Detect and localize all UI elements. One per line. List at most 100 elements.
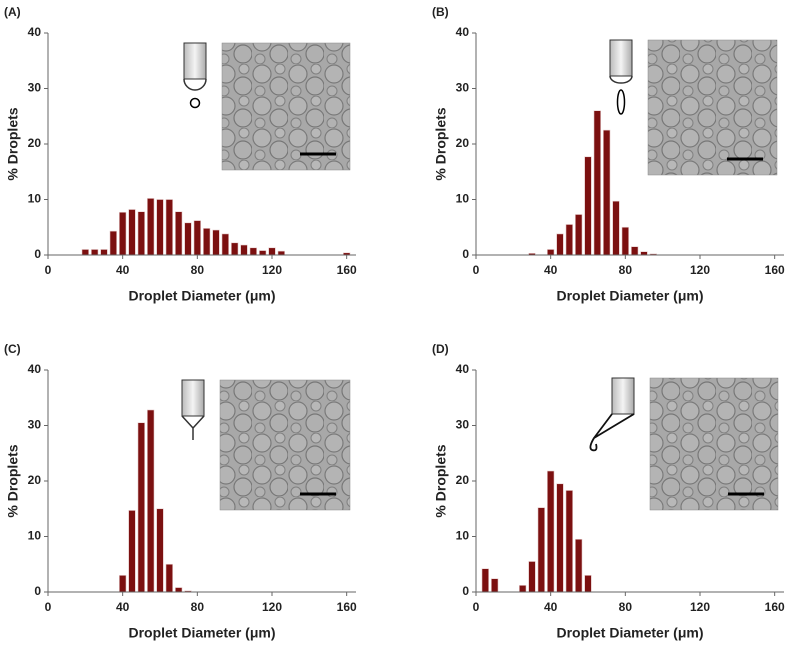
bar xyxy=(575,214,583,256)
bar xyxy=(128,209,136,256)
bar xyxy=(621,226,629,256)
bar xyxy=(175,211,183,256)
bar xyxy=(81,249,89,256)
bar xyxy=(612,200,620,256)
bar xyxy=(156,199,164,256)
x-tick-label: 80 xyxy=(191,263,205,277)
bar xyxy=(100,249,108,256)
bar xyxy=(481,568,489,593)
panel: (B) % Droplets Droplet Diameter (μm) 0 10 20 3… xyxy=(432,5,785,304)
y-axis-label: % Droplets xyxy=(5,107,21,180)
x-axis-label: Droplet Diameter (μm) xyxy=(128,625,275,641)
panel-label: (C) xyxy=(4,342,21,356)
bar xyxy=(119,211,127,256)
bar xyxy=(212,229,220,256)
bar xyxy=(519,585,527,593)
bar xyxy=(565,224,573,256)
y-tick-label: 40 xyxy=(28,362,42,376)
y-tick-label: 10 xyxy=(456,192,470,206)
panel: (C) % Droplets Droplet Diameter (μm) 0 10 20 3… xyxy=(4,342,357,641)
x-tick-label: 120 xyxy=(262,600,282,614)
y-tick-label: 40 xyxy=(456,25,470,39)
x-tick-label: 40 xyxy=(116,263,130,277)
bar xyxy=(268,247,276,256)
x-tick-label: 160 xyxy=(765,263,785,277)
x-axis-label: Droplet Diameter (μm) xyxy=(128,288,275,304)
nozzle xyxy=(183,42,207,80)
bar xyxy=(631,246,639,256)
y-tick-label: 20 xyxy=(456,473,470,487)
y-tick-label: 10 xyxy=(28,529,42,543)
y-tick-label: 30 xyxy=(456,81,470,95)
bar xyxy=(165,563,173,593)
x-tick-label: 120 xyxy=(262,263,282,277)
bar xyxy=(156,508,164,593)
nozzle-tip xyxy=(589,413,635,452)
nozzle-tip xyxy=(181,415,205,440)
x-tick-label: 0 xyxy=(45,600,52,614)
bar xyxy=(575,538,583,593)
bar xyxy=(556,233,564,256)
bar xyxy=(137,422,145,593)
y-tick-label: 0 xyxy=(462,584,469,598)
x-tick-label: 80 xyxy=(191,600,205,614)
droplet-icon xyxy=(189,97,201,109)
y-tick-label: 20 xyxy=(28,136,42,150)
inset-image xyxy=(219,379,351,511)
y-tick-label: 0 xyxy=(462,247,469,261)
nozzle xyxy=(609,39,633,77)
bar xyxy=(603,129,611,256)
bar xyxy=(203,228,211,256)
x-tick-label: 160 xyxy=(765,600,785,614)
x-tick-label: 40 xyxy=(544,600,558,614)
y-axis-label: % Droplets xyxy=(433,107,449,180)
bar xyxy=(491,578,499,593)
x-tick-label: 160 xyxy=(337,263,357,277)
inset-image xyxy=(221,42,351,171)
y-axis-label: % Droplets xyxy=(5,444,21,517)
bar xyxy=(128,510,136,593)
y-tick-label: 40 xyxy=(456,362,470,376)
x-tick-label: 120 xyxy=(690,263,710,277)
droplet-icon xyxy=(616,89,626,115)
y-tick-label: 0 xyxy=(34,584,41,598)
x-axis-label: Droplet Diameter (μm) xyxy=(556,288,703,304)
x-tick-label: 80 xyxy=(619,263,633,277)
y-tick-label: 40 xyxy=(28,25,42,39)
bar xyxy=(259,250,267,256)
panel-label: (A) xyxy=(4,5,21,19)
x-axis-label: Droplet Diameter (μm) xyxy=(556,625,703,641)
y-tick-label: 20 xyxy=(456,136,470,150)
bar xyxy=(137,211,145,256)
bar xyxy=(119,575,127,593)
panel: (A) % Droplets Droplet Diameter (μm) 0 10 20 3… xyxy=(4,5,357,304)
x-tick-label: 120 xyxy=(690,600,710,614)
x-tick-label: 0 xyxy=(45,263,52,277)
bar xyxy=(565,490,573,593)
bar xyxy=(91,249,99,256)
bar xyxy=(593,110,601,256)
bar xyxy=(147,409,155,593)
y-tick-label: 30 xyxy=(456,418,470,432)
bar xyxy=(240,244,248,256)
bar xyxy=(584,156,592,256)
panel-label: (D) xyxy=(432,342,449,356)
panel: (D) % Droplets Droplet Diameter (μm) 0 10 20 3… xyxy=(432,342,785,641)
inset-image xyxy=(647,39,778,176)
y-tick-label: 10 xyxy=(456,529,470,543)
bar xyxy=(584,575,592,593)
x-tick-label: 160 xyxy=(337,600,357,614)
y-axis-label: % Droplets xyxy=(433,444,449,517)
bar xyxy=(556,483,564,593)
nozzle-tip xyxy=(183,78,207,91)
x-tick-label: 80 xyxy=(619,600,633,614)
x-tick-label: 40 xyxy=(544,263,558,277)
bar xyxy=(193,220,201,256)
y-tick-label: 20 xyxy=(28,473,42,487)
y-tick-label: 30 xyxy=(28,418,42,432)
bar xyxy=(231,242,239,256)
nozzle xyxy=(181,379,205,417)
bar xyxy=(547,249,555,256)
y-tick-label: 10 xyxy=(28,192,42,206)
